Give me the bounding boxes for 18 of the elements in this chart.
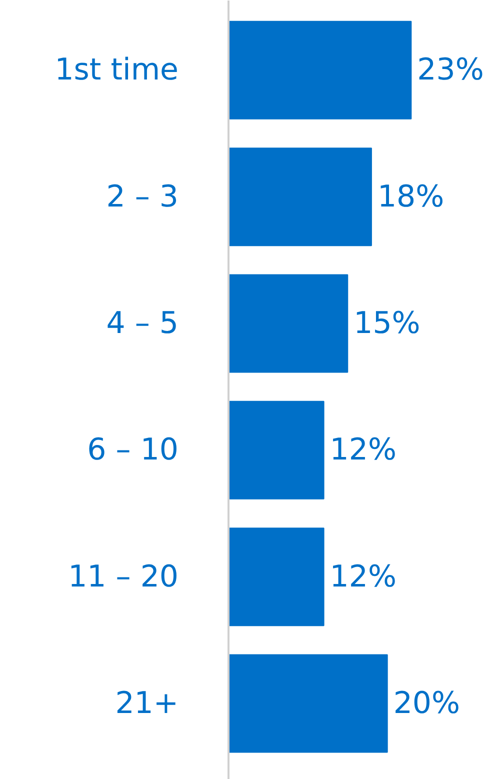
y-tick-label: 2 – 3 [106,179,179,214]
data-label: 12% [330,559,396,594]
y-tick-label: 1st time [54,52,179,88]
y-tick-label: 11 – 20 [68,559,178,594]
data-label: 15% [354,306,420,341]
bar [228,528,324,626]
data-label: 20% [393,686,460,721]
data-label: 23% [417,52,484,88]
bar [228,148,372,246]
data-label: 18% [377,179,444,214]
bar [228,400,324,500]
y-tick-label: 4 – 5 [106,306,179,341]
y-tick-label: 21+ [115,686,178,721]
bar [228,654,388,753]
y-tick-label: 6 – 10 [87,432,179,468]
data-label: 12% [330,432,396,468]
bar [228,20,412,120]
bar [228,274,348,373]
